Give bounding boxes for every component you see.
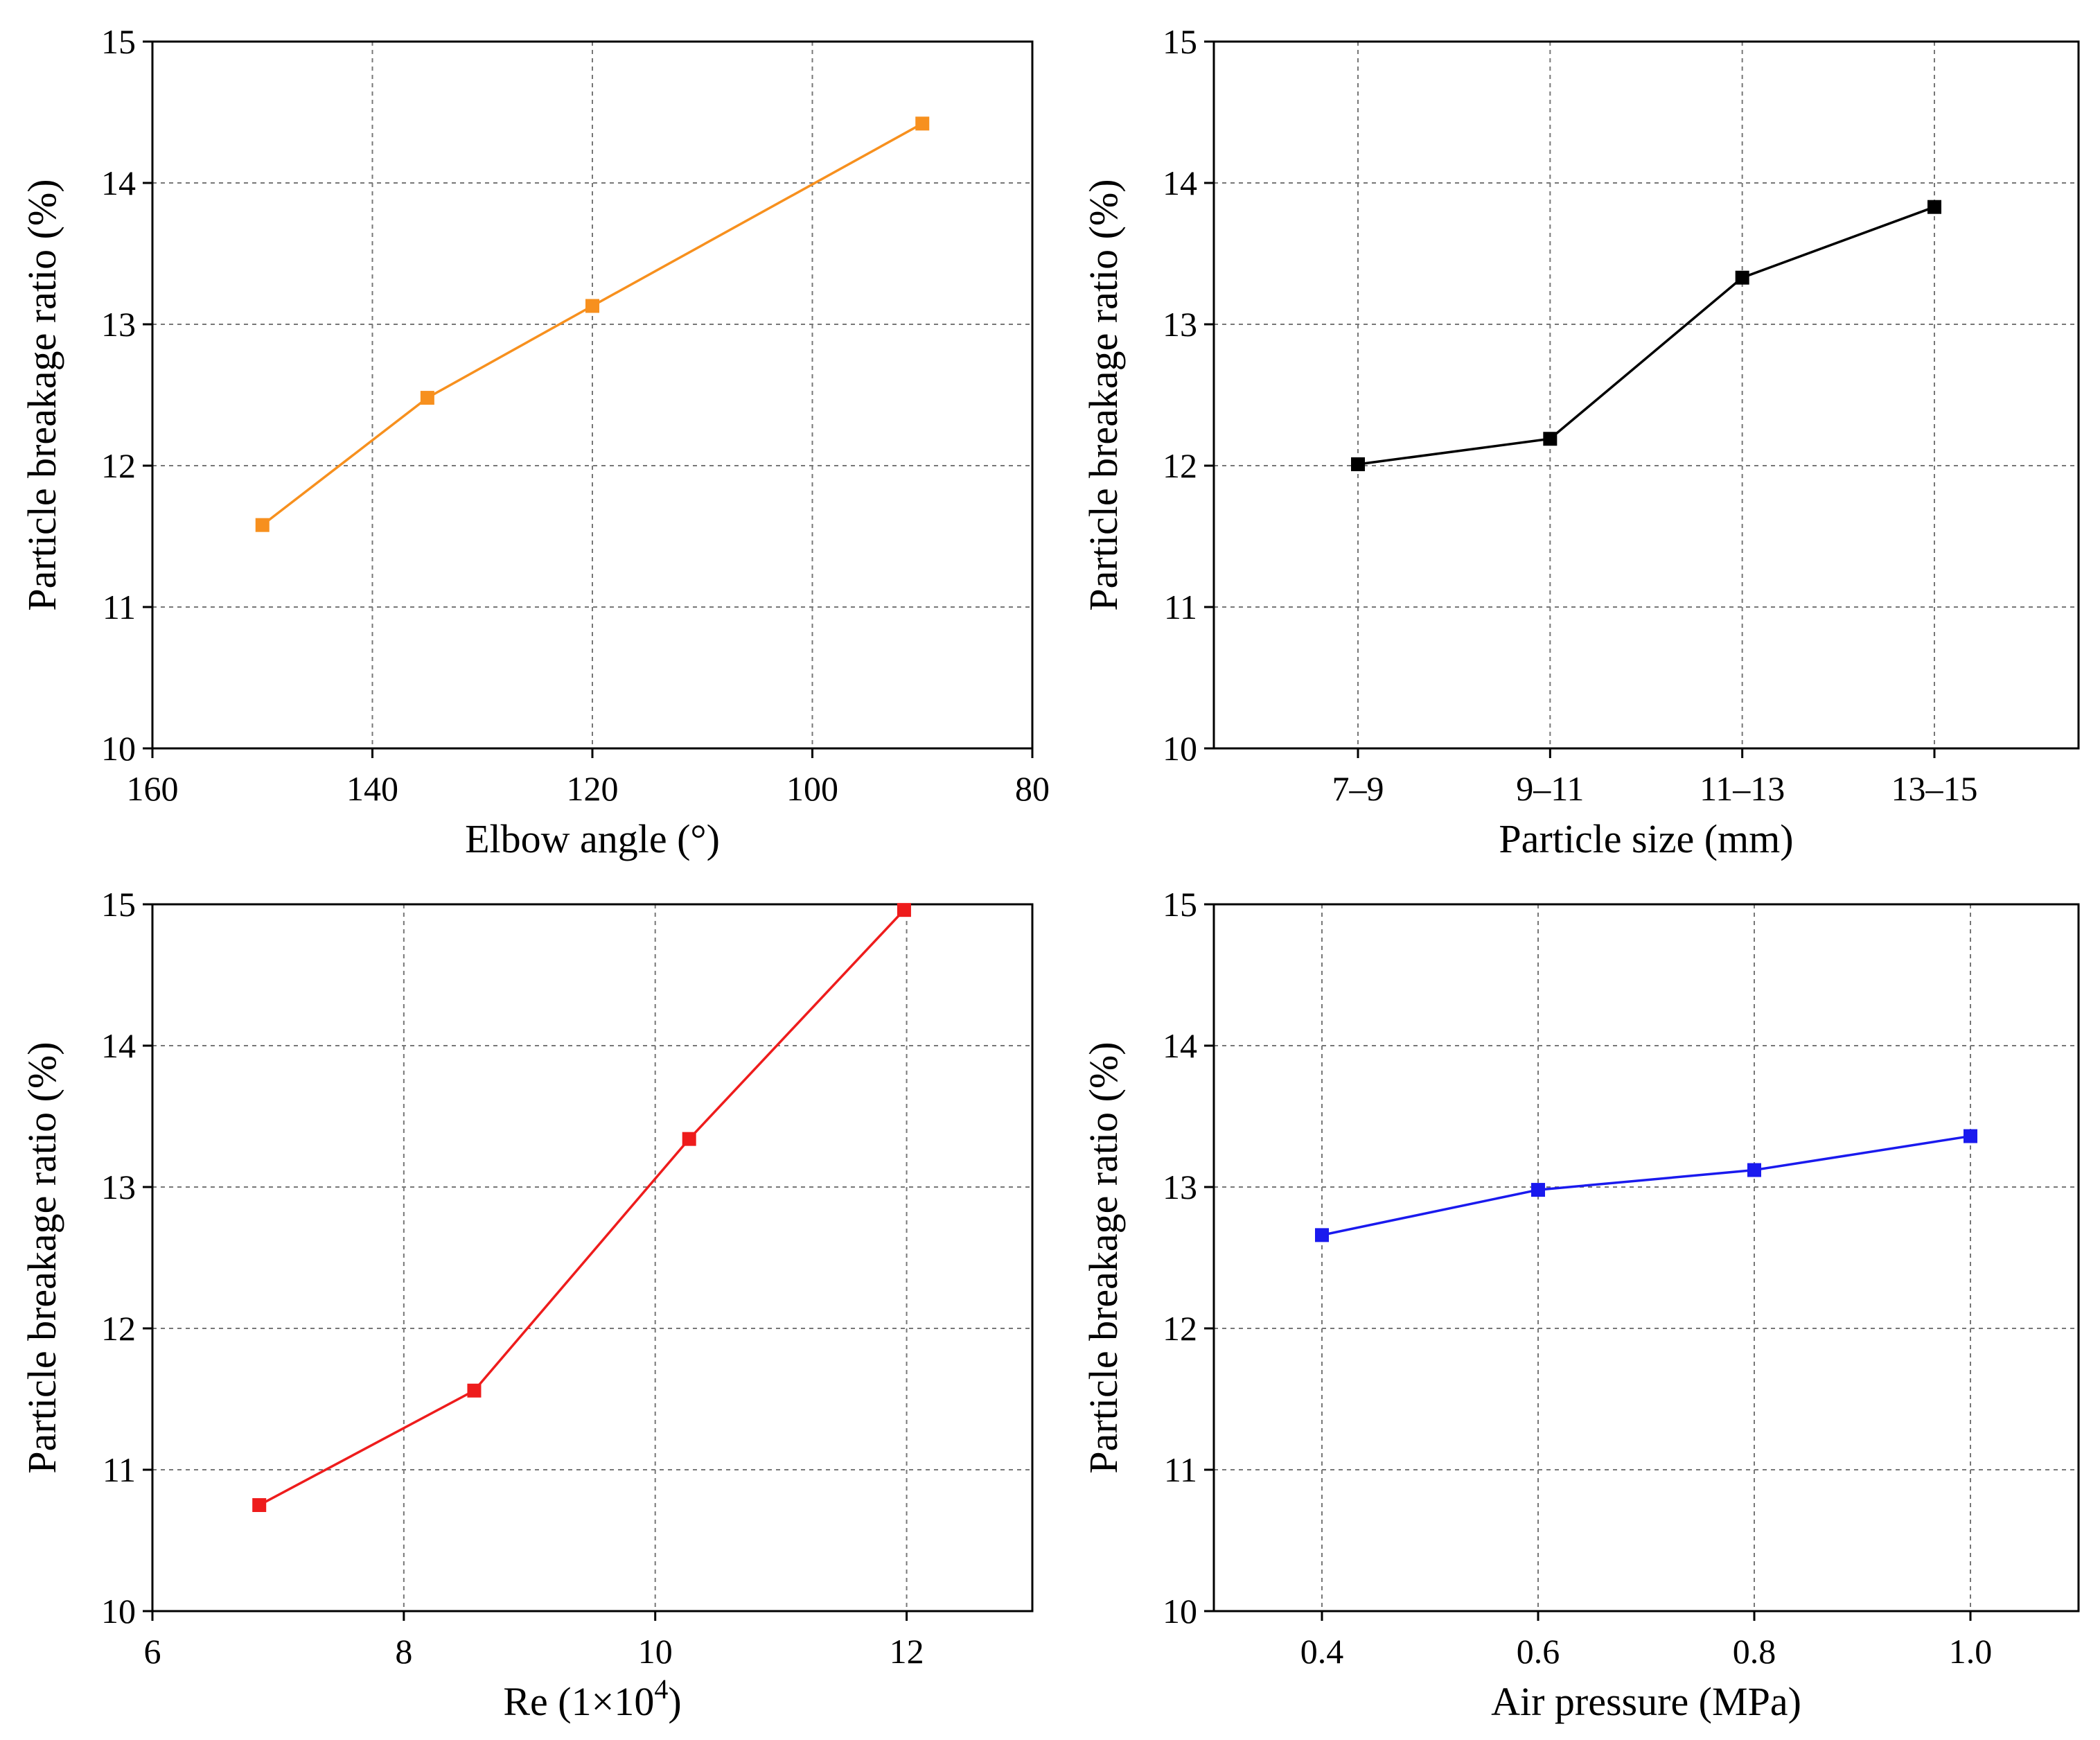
x-tick-label: 80 bbox=[1015, 769, 1050, 808]
x-tick-label: 7–9 bbox=[1332, 769, 1384, 808]
y-axis-title: Particle breakage ratio (%) bbox=[19, 1042, 64, 1473]
data-point bbox=[1351, 457, 1365, 471]
x-tick-label: 9–11 bbox=[1516, 769, 1584, 808]
data-point bbox=[467, 1383, 482, 1398]
data-point bbox=[897, 903, 911, 917]
x-tick-label: 11–13 bbox=[1700, 769, 1785, 808]
x-tick-label: 100 bbox=[786, 769, 838, 808]
y-axis-title: Particle breakage ratio (%) bbox=[1081, 179, 1126, 610]
y-tick-label: 13 bbox=[1163, 305, 1197, 344]
x-tick-label: 6 bbox=[144, 1632, 161, 1671]
x-tick-label: 10 bbox=[638, 1632, 673, 1671]
x-axis-title: Elbow angle (°) bbox=[465, 816, 720, 861]
data-point bbox=[1735, 270, 1749, 285]
data-point bbox=[252, 1498, 267, 1512]
y-tick-label: 13 bbox=[101, 1168, 136, 1206]
y-tick-label: 11 bbox=[1164, 588, 1197, 626]
chart-panel-2: 10 11 12 13 14 15 7–9 9–11 11–13 13–15 Particle si… bbox=[1081, 22, 2080, 861]
x-tick-label: 160 bbox=[127, 769, 179, 808]
x-tick-label: 0.4 bbox=[1300, 1632, 1344, 1671]
x-tick-label: 120 bbox=[567, 769, 619, 808]
x-axis-title: Re (1×104) bbox=[503, 1673, 681, 1724]
y-tick-label: 10 bbox=[1163, 729, 1197, 768]
plot-frame bbox=[1212, 40, 2080, 750]
data-point bbox=[915, 116, 930, 131]
y-tick-label: 12 bbox=[101, 1309, 136, 1348]
x-axis-title: Particle size (mm) bbox=[1499, 816, 1793, 861]
series-line bbox=[1357, 206, 1935, 466]
data-point bbox=[1315, 1228, 1329, 1242]
y-tick-label: 13 bbox=[101, 305, 136, 344]
y-tick-label: 12 bbox=[101, 446, 136, 485]
y-tick-label: 10 bbox=[1163, 1592, 1197, 1631]
x-tick-label: 0.6 bbox=[1517, 1632, 1560, 1671]
data-point bbox=[1531, 1183, 1545, 1197]
y-tick-label: 11 bbox=[103, 1450, 136, 1489]
x-axis-title: Air pressure (MPa) bbox=[1491, 1679, 1801, 1724]
y-tick-label: 14 bbox=[1163, 1026, 1197, 1065]
x-tick-label: 12 bbox=[890, 1632, 924, 1671]
data-point bbox=[585, 299, 599, 313]
y-tick-label: 15 bbox=[1163, 885, 1197, 924]
x-tick-label: 0.8 bbox=[1733, 1632, 1776, 1671]
data-point bbox=[1543, 432, 1558, 446]
data-point bbox=[1747, 1163, 1761, 1177]
series-line bbox=[258, 908, 906, 1506]
series-line bbox=[261, 122, 924, 527]
y-tick-label: 10 bbox=[101, 729, 136, 768]
y-tick-label: 15 bbox=[101, 885, 136, 924]
x-tick-label: 140 bbox=[346, 769, 398, 808]
data-point bbox=[255, 518, 270, 532]
data-point bbox=[682, 1132, 696, 1146]
y-tick-label: 14 bbox=[101, 164, 136, 202]
data-point bbox=[1964, 1129, 1977, 1143]
x-tick-label: 8 bbox=[395, 1632, 412, 1671]
y-tick-label: 12 bbox=[1163, 446, 1197, 485]
y-axis-title: Particle breakage ratio (%) bbox=[19, 179, 64, 610]
plot-frame bbox=[1212, 903, 2080, 1612]
y-tick-label: 14 bbox=[101, 1026, 136, 1065]
data-point bbox=[420, 391, 434, 405]
series-line bbox=[1321, 1134, 1971, 1237]
y-tick-label: 13 bbox=[1163, 1168, 1197, 1206]
chart-panel-4: 10 11 12 13 14 15 0.4 0.6 0.8 1.0 Air pressure (MP… bbox=[1081, 885, 2080, 1724]
y-tick-label: 12 bbox=[1163, 1309, 1197, 1348]
chart-panel-1: 10 11 12 13 14 15 160 140 120 100 80 Elbow angle (°… bbox=[19, 22, 1050, 861]
data-point bbox=[1927, 200, 1941, 214]
y-tick-label: 14 bbox=[1163, 164, 1197, 202]
y-tick-label: 15 bbox=[1163, 22, 1197, 61]
y-tick-label: 15 bbox=[101, 22, 136, 61]
y-tick-label: 11 bbox=[103, 588, 136, 626]
x-tick-label: 1.0 bbox=[1949, 1632, 1993, 1671]
plot-frame bbox=[151, 903, 1034, 1612]
y-tick-label: 11 bbox=[1164, 1450, 1197, 1489]
y-axis-title: Particle breakage ratio (%) bbox=[1081, 1042, 1126, 1473]
x-tick-label: 13–15 bbox=[1891, 769, 1978, 808]
y-tick-label: 10 bbox=[101, 1592, 136, 1631]
chart-panel-3: 10 11 12 13 14 15 6 8 10 12 Re (1×104) Particle bre… bbox=[19, 885, 1034, 1724]
